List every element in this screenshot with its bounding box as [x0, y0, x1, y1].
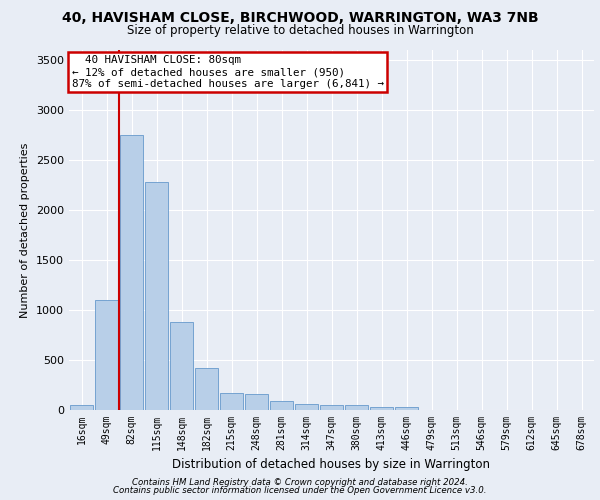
Bar [220, 393, 243, 410]
Text: Size of property relative to detached houses in Warrington: Size of property relative to detached ho… [127, 24, 473, 37]
Y-axis label: Number of detached properties: Number of detached properties [20, 142, 31, 318]
Text: 40, HAVISHAM CLOSE, BIRCHWOOD, WARRINGTON, WA3 7NB: 40, HAVISHAM CLOSE, BIRCHWOOD, WARRINGTO… [62, 11, 538, 25]
Bar [95, 300, 118, 410]
Bar [145, 182, 168, 410]
Text: 40 HAVISHAM CLOSE: 80sqm
← 12% of detached houses are smaller (950)
87% of semi-: 40 HAVISHAM CLOSE: 80sqm ← 12% of detach… [71, 56, 383, 88]
Bar [245, 394, 268, 410]
Bar [120, 135, 143, 410]
Bar [270, 401, 293, 410]
Bar [395, 407, 418, 410]
X-axis label: Distribution of detached houses by size in Warrington: Distribution of detached houses by size … [173, 458, 491, 471]
Bar [345, 405, 368, 410]
Bar [295, 404, 318, 410]
Bar [70, 404, 93, 410]
Bar [195, 368, 218, 410]
Text: Contains HM Land Registry data © Crown copyright and database right 2024.: Contains HM Land Registry data © Crown c… [132, 478, 468, 487]
Bar [320, 404, 343, 410]
Bar [370, 407, 393, 410]
Text: Contains public sector information licensed under the Open Government Licence v3: Contains public sector information licen… [113, 486, 487, 495]
Bar [170, 322, 193, 410]
